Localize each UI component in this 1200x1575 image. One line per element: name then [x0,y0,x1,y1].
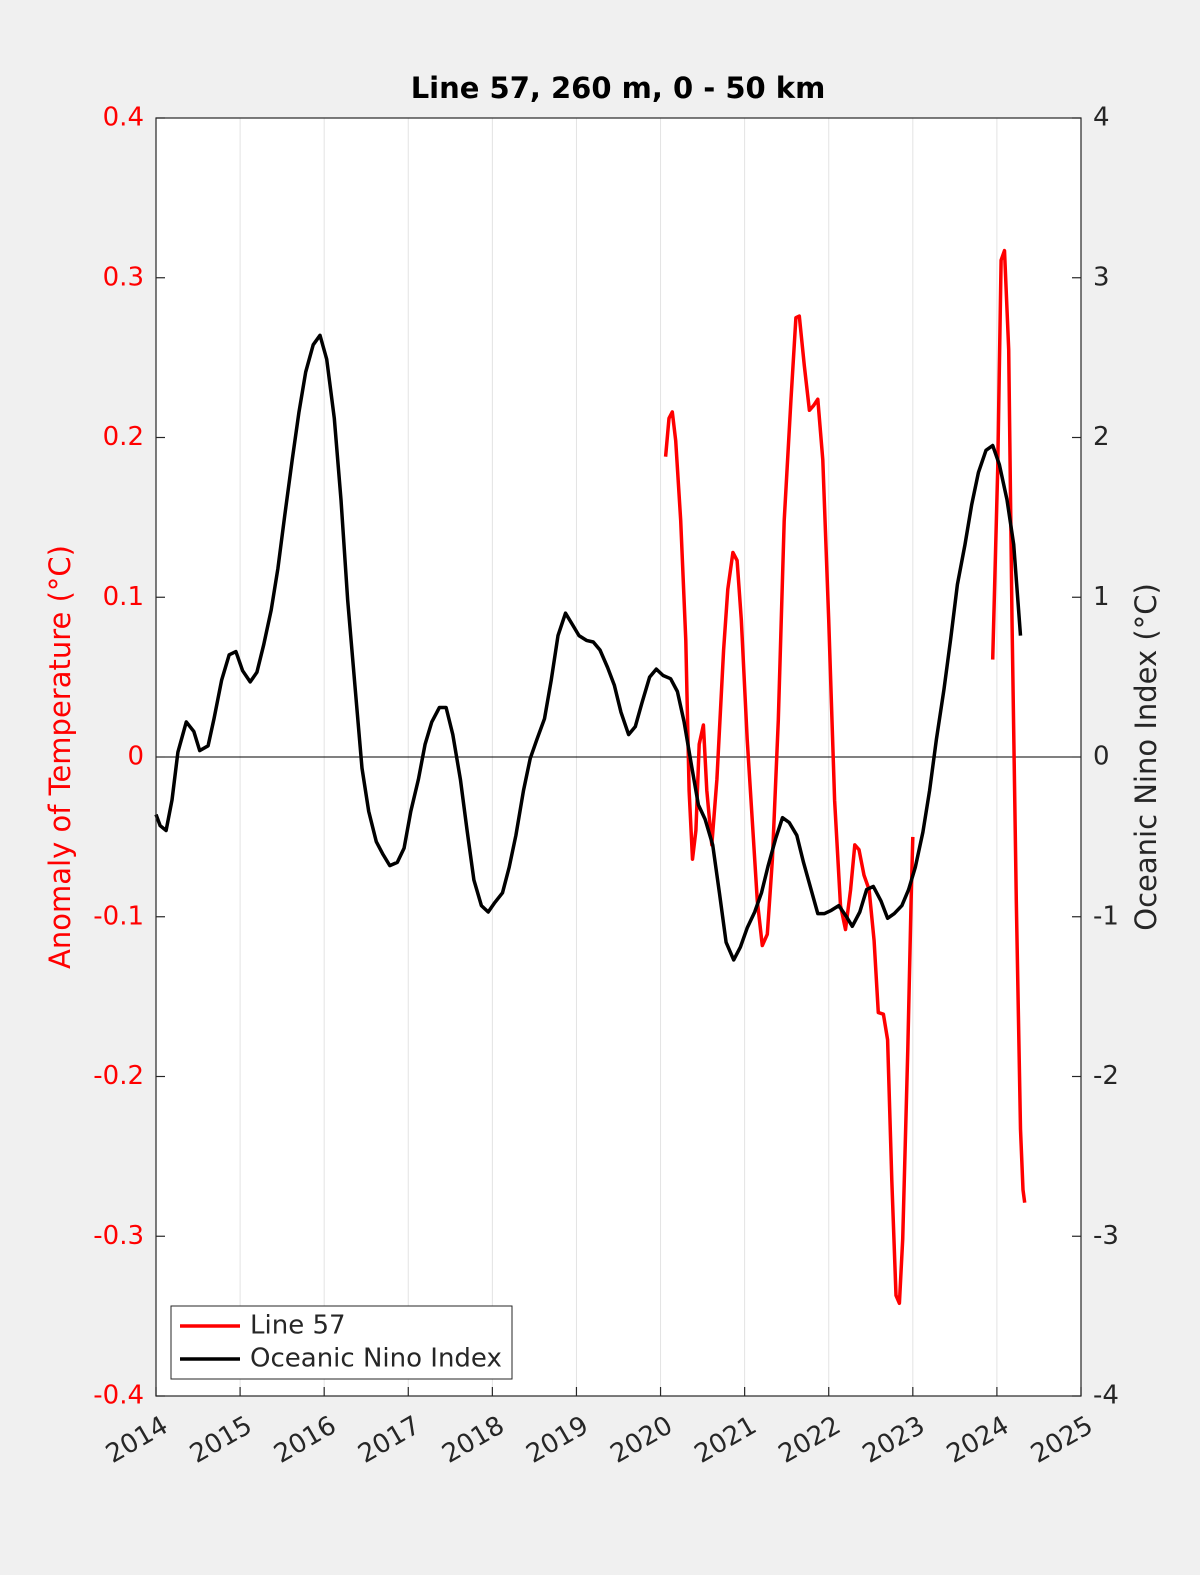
x-tick-label: 2016 [269,1411,341,1470]
y2-tick-label: 4 [1093,103,1110,133]
y-tick-label: 0.1 [103,582,144,612]
y2-tick-label: -4 [1093,1381,1119,1411]
legend-label: Oceanic Nino Index [250,1344,502,1374]
y2-tick-label: -2 [1093,1061,1119,1091]
y-tick-label: 0.2 [103,422,144,452]
y-tick-label: -0.2 [93,1061,144,1091]
y-tick-label: -0.3 [93,1221,144,1251]
y2-tick-label: 1 [1093,582,1110,612]
chart-title: Line 57, 260 m, 0 - 50 km [411,71,826,105]
legend-box [170,1305,513,1380]
y2-tick-label: -3 [1093,1221,1119,1251]
x-tick-label: 2017 [353,1411,425,1470]
x-tick-label: 2023 [858,1411,930,1470]
y2-tick-label: -1 [1093,901,1119,931]
x-tick-label: 2025 [1026,1411,1098,1470]
x-tick-label: 2021 [690,1411,762,1470]
x-tick-label: 2014 [101,1411,173,1470]
y-tick-label: 0.4 [103,103,144,133]
x-tick-label: 2020 [605,1411,677,1470]
y-tick-label: 0 [127,742,144,772]
y2-tick-label: 3 [1093,262,1110,292]
y2-tick-label: 2 [1093,422,1110,452]
series-line [663,248,1027,1306]
x-tick-label: 2019 [521,1411,593,1470]
lines [154,248,1027,1306]
x-tick-label: 2022 [774,1411,846,1470]
grid [155,118,1082,1396]
y2-axis-label: Oceanic Nino Index (°C) [1129,583,1163,931]
y2-tick-label: 0 [1093,742,1110,772]
y-tick-label: -0.1 [93,901,144,931]
x-tick-label: 2015 [185,1411,257,1470]
y-axis-label: Anomaly of Temperature (°C) [43,545,77,969]
y-tick-label: 0.3 [103,262,144,292]
y-tick-label: -0.4 [93,1381,144,1411]
x-tick-label: 2024 [942,1411,1014,1470]
series-line [154,333,1023,962]
legend-label: Line 57 [250,1311,346,1341]
x-tick-label: 2018 [437,1411,509,1470]
